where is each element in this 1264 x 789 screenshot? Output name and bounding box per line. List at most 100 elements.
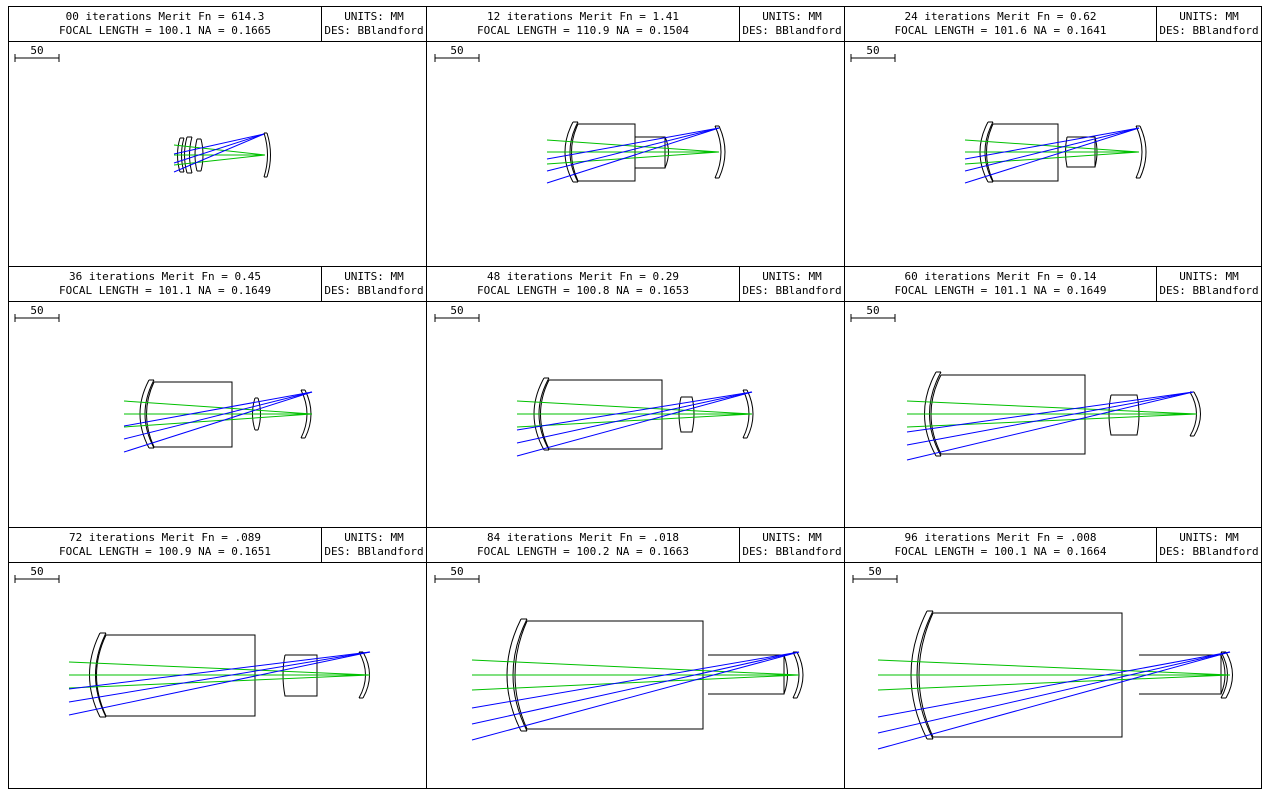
scale-bar-label: 50	[866, 44, 879, 57]
designer-text: DES: BBlandford	[324, 24, 424, 37]
focal-length-na-text: FOCAL LENGTH = 110.9 NA = 0.1504	[477, 24, 689, 37]
iteration-merit-text: 48 iterations Merit Fn = 0.29	[486, 270, 680, 283]
scale-bar	[850, 314, 896, 322]
layout-panel-36: 36 iterations Merit Fn = 0.45 FOCAL LENG…	[8, 266, 427, 528]
units-text: UNITS: MM	[1179, 531, 1239, 544]
scale-bar	[850, 54, 896, 62]
focal-length-na-text: FOCAL LENGTH = 101.6 NA = 0.1641	[894, 24, 1107, 37]
axial-rays	[123, 400, 313, 428]
units-block: UNITS: MM DES: BBlandford	[740, 528, 844, 562]
designer-text: DES: BBlandford	[1159, 545, 1259, 558]
units-text: UNITS: MM	[1179, 270, 1239, 283]
scale-bar-label: 50	[450, 565, 463, 578]
lens-drawing: 50	[850, 44, 1147, 184]
scale-bar-label: 50	[450, 304, 463, 317]
units-block: UNITS: MM DES: BBlandford	[322, 528, 426, 562]
scale-bar-label: 50	[450, 44, 463, 57]
title-block: 96 iterations Merit Fn = .008 FOCAL LENG…	[845, 528, 1157, 562]
field-rays	[906, 391, 1194, 461]
axial-rays	[546, 139, 720, 165]
panel-header: 12 iterations Merit Fn = 1.41 FOCAL LENG…	[427, 7, 844, 42]
layout-view: 50	[427, 563, 844, 788]
panel-header: 24 iterations Merit Fn = 0.62 FOCAL LENG…	[845, 7, 1261, 42]
scale-bar	[852, 575, 898, 583]
iteration-merit-text: 84 iterations Merit Fn = .018	[486, 531, 680, 544]
axial-rays	[516, 400, 753, 428]
layout-view: 50	[845, 42, 1261, 266]
lens-drawing: 50	[434, 304, 754, 457]
layout-view: 50	[845, 563, 1261, 788]
scale-bar	[434, 314, 480, 322]
axial-rays	[964, 139, 1140, 165]
focal-length-na-text: FOCAL LENGTH = 100.9 NA = 0.1651	[59, 545, 271, 558]
units-text: UNITS: MM	[344, 270, 404, 283]
units-block: UNITS: MM DES: BBlandford	[1157, 528, 1261, 562]
panel-header: 00 iterations Merit Fn = 614.3 FOCAL LEN…	[9, 7, 426, 42]
units-block: UNITS: MM DES: BBlandford	[740, 7, 844, 41]
units-text: UNITS: MM	[344, 531, 404, 544]
iteration-merit-text: 96 iterations Merit Fn = .008	[904, 531, 1097, 544]
lens-drawing: 50	[14, 304, 313, 453]
axial-rays	[471, 659, 800, 691]
layout-panel-12: 12 iterations Merit Fn = 1.41 FOCAL LENG…	[426, 6, 845, 267]
focal-length-na-text: FOCAL LENGTH = 100.8 NA = 0.1653	[477, 284, 689, 297]
layout-view: 50	[845, 302, 1261, 527]
iteration-merit-text: 60 iterations Merit Fn = 0.14	[904, 270, 1097, 283]
lens-drawing: 50	[850, 304, 1201, 461]
panel-header: 72 iterations Merit Fn = .089 FOCAL LENG…	[9, 528, 426, 563]
title-block: 60 iterations Merit Fn = 0.14 FOCAL LENG…	[845, 267, 1157, 301]
designer-text: DES: BBlandford	[742, 545, 842, 558]
units-text: UNITS: MM	[762, 10, 822, 23]
designer-text: DES: BBlandford	[742, 284, 842, 297]
lens-drawing: 50	[852, 565, 1233, 750]
panel-header: 48 iterations Merit Fn = 0.29 FOCAL LENG…	[427, 267, 844, 302]
units-block: UNITS: MM DES: BBlandford	[1157, 267, 1261, 301]
title-block: 36 iterations Merit Fn = 0.45 FOCAL LENG…	[9, 267, 322, 301]
scale-bar	[14, 575, 60, 583]
lens-drawing: 50	[14, 44, 271, 178]
panel-header: 36 iterations Merit Fn = 0.45 FOCAL LENG…	[9, 267, 426, 302]
iteration-merit-text: 24 iterations Merit Fn = 0.62	[904, 10, 1097, 23]
units-text: UNITS: MM	[1179, 10, 1239, 23]
designer-text: DES: BBlandford	[742, 24, 842, 37]
layout-panel-48: 48 iterations Merit Fn = 0.29 FOCAL LENG…	[426, 266, 845, 528]
scale-bar-label: 50	[866, 304, 879, 317]
axial-rays	[68, 661, 371, 689]
layout-view: 50	[427, 302, 844, 527]
axial-rays	[173, 144, 266, 166]
iteration-merit-text: 00 iterations Merit Fn = 614.3	[65, 10, 265, 23]
focal-length-na-text: FOCAL LENGTH = 101.1 NA = 0.1649	[59, 284, 271, 297]
field-rays	[173, 133, 265, 173]
title-block: 84 iterations Merit Fn = .018 FOCAL LENG…	[427, 528, 740, 562]
field-rays	[68, 651, 371, 716]
field-rays	[123, 391, 313, 453]
title-block: 72 iterations Merit Fn = .089 FOCAL LENG…	[9, 528, 322, 562]
scale-bar	[14, 54, 60, 62]
designer-text: DES: BBlandford	[1159, 284, 1259, 297]
layout-panel-96: 96 iterations Merit Fn = .008 FOCAL LENG…	[844, 527, 1262, 789]
designer-text: DES: BBlandford	[1159, 24, 1259, 37]
units-block: UNITS: MM DES: BBlandford	[740, 267, 844, 301]
layout-panel-84: 84 iterations Merit Fn = .018 FOCAL LENG…	[426, 527, 845, 789]
layout-view: 50	[9, 563, 426, 788]
title-block: 48 iterations Merit Fn = 0.29 FOCAL LENG…	[427, 267, 740, 301]
scale-bar-label: 50	[30, 565, 43, 578]
scale-bar	[434, 575, 480, 583]
panel-header: 60 iterations Merit Fn = 0.14 FOCAL LENG…	[845, 267, 1261, 302]
units-block: UNITS: MM DES: BBlandford	[322, 267, 426, 301]
title-block: 12 iterations Merit Fn = 1.41 FOCAL LENG…	[427, 7, 740, 41]
field-rays	[516, 391, 753, 457]
lens-drawing: 50	[14, 565, 371, 718]
units-text: UNITS: MM	[762, 270, 822, 283]
panel-header: 96 iterations Merit Fn = .008 FOCAL LENG…	[845, 528, 1261, 563]
layout-panel-60: 60 iterations Merit Fn = 0.14 FOCAL LENG…	[844, 266, 1262, 528]
panel-header: 84 iterations Merit Fn = .018 FOCAL LENG…	[427, 528, 844, 563]
units-block: UNITS: MM DES: BBlandford	[322, 7, 426, 41]
layout-view: 50	[9, 302, 426, 527]
scale-bar-label: 50	[30, 304, 43, 317]
iteration-merit-text: 72 iterations Merit Fn = .089	[68, 531, 262, 544]
units-block: UNITS: MM DES: BBlandford	[1157, 7, 1261, 41]
field-rays	[964, 127, 1140, 184]
layout-view: 50	[9, 42, 426, 266]
